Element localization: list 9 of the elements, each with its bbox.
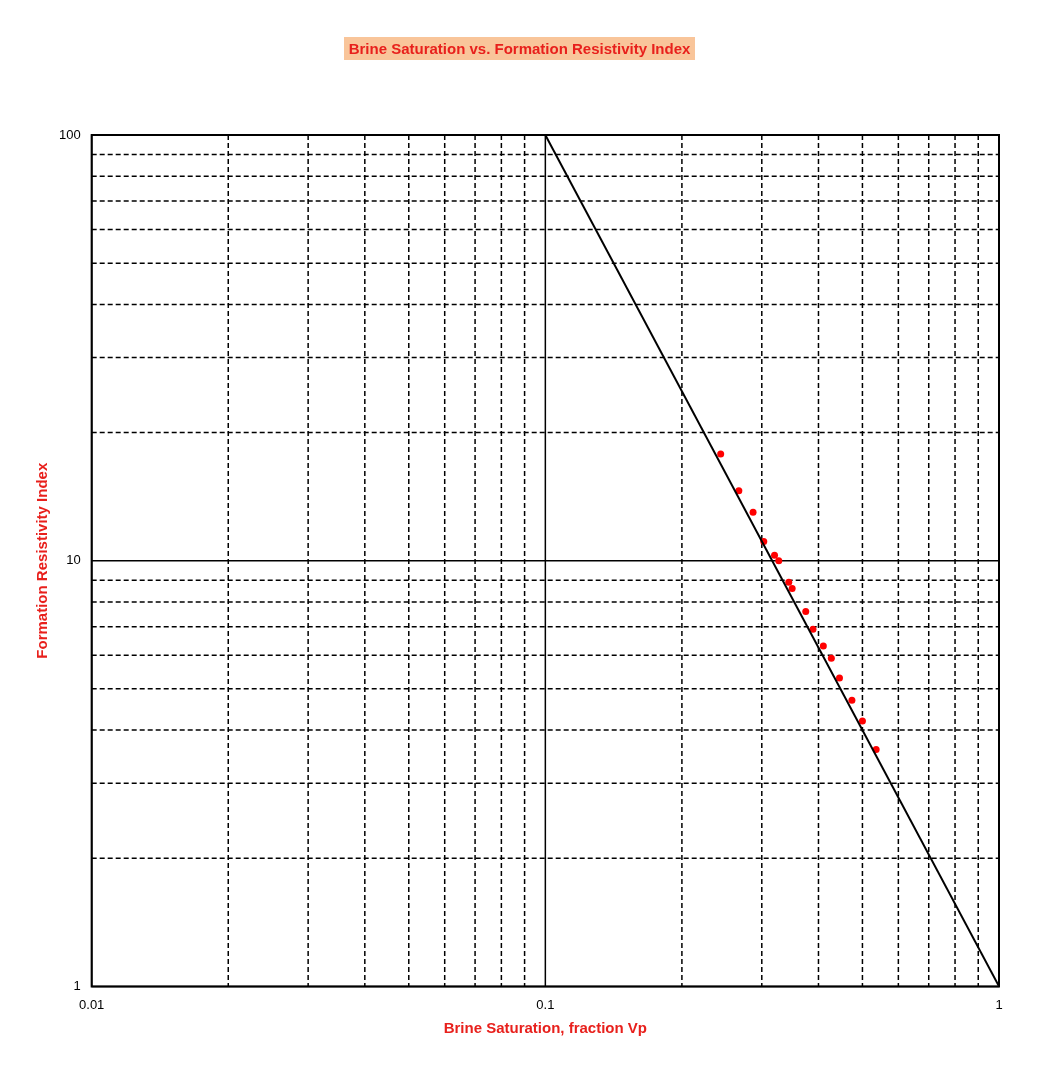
x-tick-label: 0.1 [536, 996, 555, 1012]
y-axis-title: Formation Resistivity Index [33, 462, 51, 659]
chart-title: Brine Saturation vs. Formation Resistivity Index [343, 37, 696, 60]
x-tick-label: 1 [995, 996, 1003, 1012]
y-tick-label: 100 [58, 126, 81, 142]
y-tick-label: 1 [73, 977, 81, 993]
x-tick-label: 0.01 [79, 996, 105, 1012]
y-tick-label: 10 [66, 552, 81, 568]
x-axis-title: Brine Saturation, fraction Vp [443, 1019, 648, 1037]
